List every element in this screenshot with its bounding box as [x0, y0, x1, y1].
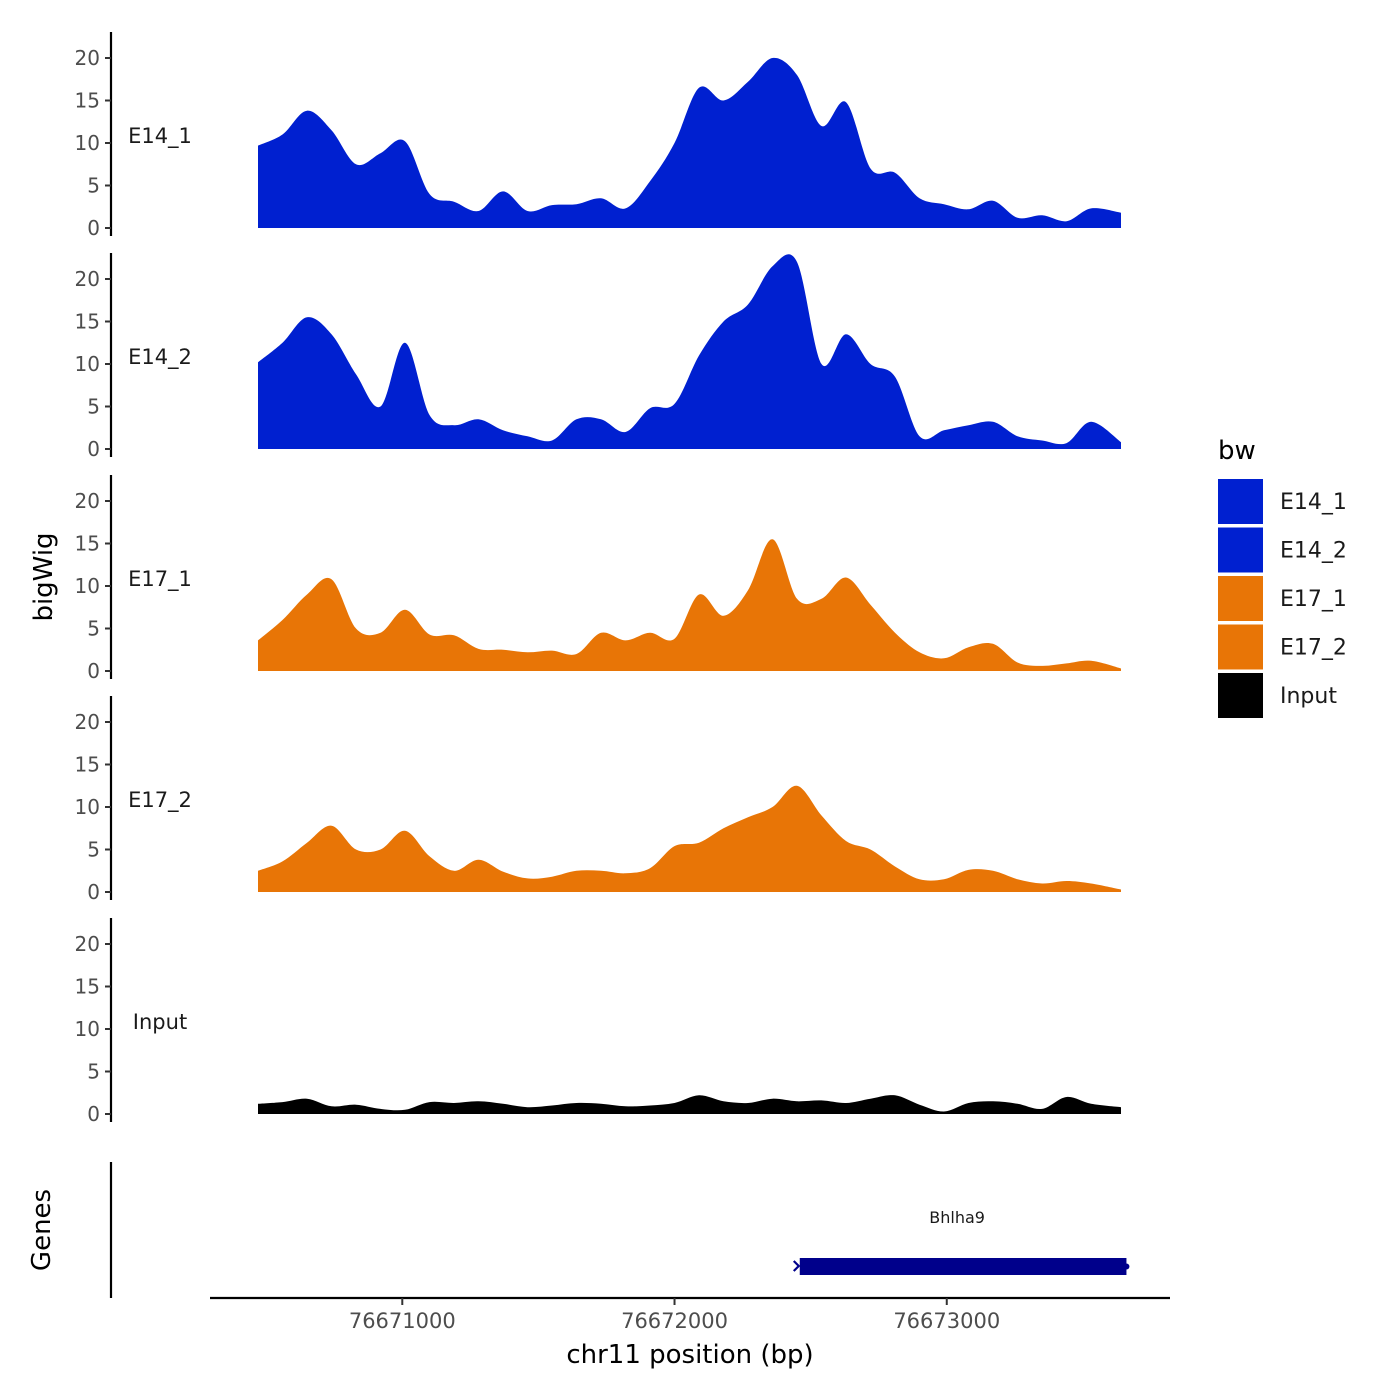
y-tick-label: 10: [75, 795, 100, 819]
gene-elements: Bhlha9: [792, 1208, 1130, 1275]
area-e17-2: [258, 785, 1121, 892]
area-e14-1: [258, 57, 1121, 228]
y-tick-label: 5: [87, 838, 100, 862]
x-axis-title: chr11 position (bp): [566, 1340, 813, 1370]
y-tick-label: 5: [87, 617, 100, 641]
y-tick-label: 15: [75, 532, 100, 556]
track-label-e14-1: E14_1: [128, 124, 192, 149]
legend-key-e17-1: [1218, 576, 1263, 621]
track-label-input: Input: [133, 1010, 187, 1034]
y-tick-label: 0: [87, 659, 100, 683]
legend-label-e14-2: E14_2: [1280, 539, 1347, 564]
track-label-e14-2: E14_2: [128, 345, 192, 370]
y-tick-label: 15: [75, 975, 100, 999]
legend-key-e14-2: [1218, 527, 1263, 573]
area-e17-1: [258, 539, 1121, 671]
y-tick-label: 5: [87, 395, 100, 419]
y-tick-label: 5: [87, 174, 100, 198]
gene-bhlha9-body: [799, 1258, 1127, 1275]
legend-title: bw: [1218, 436, 1256, 466]
y-tick-label: 0: [87, 880, 100, 904]
gene-bhlha9-strand-arrow: [792, 1260, 801, 1272]
x-tick-label: 76671000: [349, 1309, 456, 1333]
y-tick-label: 5: [87, 1060, 100, 1084]
x-axis: 76671000 76672000 76673000 chr11 position …: [210, 1296, 1170, 1370]
area-e14-2: [258, 254, 1121, 449]
y-tick-label: 0: [87, 216, 100, 240]
legend-label-e17-1: E17_1: [1280, 587, 1347, 612]
y-tick-label: 20: [75, 46, 100, 70]
y-tick-label: 20: [75, 267, 100, 291]
y-tick-label: 20: [75, 932, 100, 956]
track-label-e17-1: E17_1: [128, 567, 192, 592]
legend-key-e14-1: [1218, 479, 1263, 524]
y-tick-label: 20: [75, 489, 100, 513]
legend-entries: E14_1 E14_2 E17_1 E17_2 Input: [1218, 479, 1347, 718]
y-axis-title: bigWig: [29, 532, 59, 621]
gene-track: Genes Bhlha9: [27, 1162, 1130, 1298]
y-tick-label: 20: [75, 710, 100, 734]
gene-track-title: Genes: [27, 1189, 57, 1271]
track-e17-2: 0 5 10 15 20 E17_2: [75, 696, 1121, 904]
track-e14-2: 0 5 10 15 20 E14_2: [75, 253, 1121, 461]
track-label-e17-2: E17_2: [128, 788, 192, 813]
legend: bw E14_1 E14_2 E17_1 E17_2 Input: [1218, 436, 1347, 718]
legend-label-e14-1: E14_1: [1280, 490, 1347, 515]
area-input: [258, 1095, 1121, 1114]
legend-label-e17-2: E17_2: [1280, 636, 1347, 661]
track-input: 0 5 10 15 20 Input: [75, 918, 1121, 1126]
y-tick-label: 0: [87, 437, 100, 461]
y-tick-label: 0: [87, 1102, 100, 1126]
y-tick-label: 10: [75, 1017, 100, 1041]
track-e17-1: 0 5 10 15 20 E17_1: [75, 475, 1121, 683]
legend-key-e17-2: [1218, 624, 1263, 670]
y-tick-label: 10: [75, 574, 100, 598]
legend-label-input: Input: [1280, 684, 1337, 709]
x-tick-label: 76672000: [621, 1309, 728, 1333]
x-tick-label: 76673000: [893, 1309, 1000, 1333]
track-e14-1: 0 5 10 15 20 E14_1: [75, 32, 1121, 240]
legend-key-input: [1218, 673, 1263, 718]
signal-tracks: 05101520E14_105101520E14_205101520E17_10…: [75, 32, 1121, 1126]
y-tick-label: 15: [75, 310, 100, 334]
y-tick-label: 10: [75, 131, 100, 155]
x-ticks: 76671000 76672000 76673000: [349, 1298, 1000, 1333]
gene-bhlha9-end-marker: [1123, 1263, 1130, 1270]
y-tick-label: 15: [75, 89, 100, 113]
y-tick-label: 15: [75, 753, 100, 777]
y-tick-label: 10: [75, 352, 100, 376]
gene-bhlha9-label: Bhlha9: [929, 1208, 985, 1227]
